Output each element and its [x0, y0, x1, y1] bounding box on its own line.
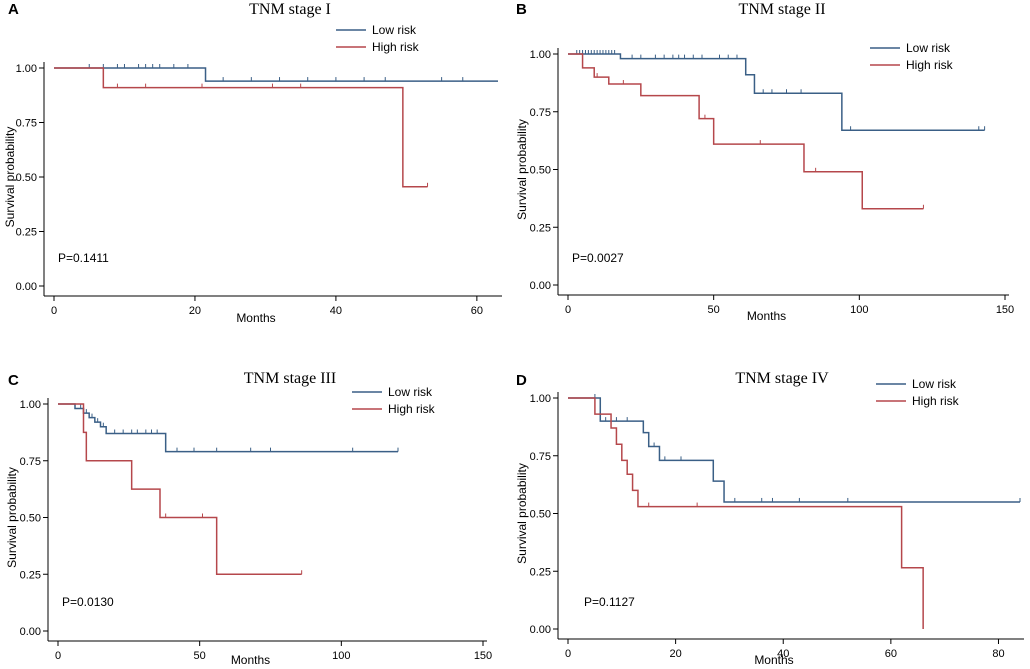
x-tick-label: 0 [565, 648, 571, 660]
x-tick-label: 0 [51, 305, 57, 317]
y-tick-label: 0.00 [530, 280, 551, 292]
legend-label: High risk [372, 40, 420, 54]
y-tick-label: 1.00 [530, 49, 551, 61]
x-tick-label: 100 [332, 650, 350, 662]
x-tick-label: 60 [885, 648, 897, 660]
x-tick-label: 20 [189, 305, 201, 317]
p-value: P=0.0027 [572, 251, 624, 265]
chart-title: TNM stage IV [735, 370, 829, 387]
panel-letter: D [516, 372, 527, 389]
km-curve-low-risk [54, 67, 498, 82]
y-axis-label: Survival probability [515, 119, 529, 220]
x-tick-label: 40 [330, 305, 342, 317]
y-tick-label: 0.25 [20, 569, 41, 581]
x-tick-label: 0 [565, 304, 571, 316]
chart-title: TNM stage I [249, 1, 331, 18]
y-tick-label: 0.50 [16, 172, 37, 184]
y-tick-label: 0.00 [20, 626, 41, 638]
x-tick-label: 20 [669, 648, 681, 660]
x-tick-label: 0 [55, 650, 61, 662]
x-tick-label: 150 [474, 650, 492, 662]
panel-letter: A [8, 1, 19, 18]
x-axis-label: Months [231, 653, 270, 667]
x-tick-label: 100 [850, 304, 868, 316]
y-tick-label: 0.25 [530, 222, 551, 234]
legend-label: High risk [388, 402, 436, 416]
y-axis-label: Survival probability [5, 467, 19, 568]
panel-b: B TNM stage II 0.00 0.25 0.50 0.75 1.00 0 50 100 1… [515, 1, 1014, 323]
p-value: P=0.1411 [58, 251, 109, 265]
y-tick-label: 0.75 [530, 107, 551, 119]
panel-c: C TNM stage III 0.00 0.25 0.50 0.75 1.00 0 50 100… [5, 370, 492, 667]
chart-title: TNM stage II [738, 1, 825, 18]
panel-letter: B [516, 1, 527, 18]
p-value: P=0.1127 [584, 595, 635, 609]
chart-title: TNM stage III [244, 370, 336, 387]
y-tick-label: 0.75 [16, 118, 37, 130]
legend-label: Low risk [912, 377, 957, 391]
y-tick-label: 0.00 [16, 281, 37, 293]
x-tick-label: 150 [996, 304, 1014, 316]
legend-label: High risk [906, 58, 954, 72]
legend-label: Low risk [906, 41, 951, 55]
y-tick-label: 0.50 [530, 509, 551, 521]
x-tick-label: 40 [777, 648, 789, 660]
y-tick-label: 0.25 [530, 566, 551, 578]
km-curve-high-risk [568, 53, 924, 210]
y-tick-label: 0.50 [20, 513, 41, 525]
km-curve-low-risk [568, 53, 985, 131]
km-curve-low-risk [58, 403, 398, 453]
y-axis-label: Survival probability [3, 127, 17, 228]
legend-label: Low risk [372, 23, 417, 37]
x-tick-label: 80 [992, 648, 1004, 660]
panel-a: A TNM stage I 0.00 0.25 0.50 0.75 1.00 0 20 40 60 M… [3, 1, 502, 325]
y-tick-label: 1.00 [20, 399, 41, 411]
x-tick-label: 50 [708, 304, 720, 316]
panel-d: D TNM stage IV 0.00 0.25 0.50 0.75 1.00 0 20 40 60… [515, 370, 1024, 667]
y-tick-label: 0.50 [530, 165, 551, 177]
y-tick-label: 1.00 [16, 63, 37, 75]
y-tick-label: 1.00 [530, 393, 551, 405]
x-tick-label: 60 [471, 305, 483, 317]
x-axis-label: Months [754, 653, 793, 667]
y-tick-label: 0.25 [16, 227, 37, 239]
y-tick-label: 0.75 [20, 456, 41, 468]
legend-label: High risk [912, 394, 960, 408]
y-tick-label: 0.75 [530, 451, 551, 463]
x-axis-label: Months [747, 309, 786, 323]
x-tick-label: 50 [194, 650, 206, 662]
y-tick-label: 0.00 [530, 624, 551, 636]
km-curve-high-risk [568, 397, 924, 629]
legend-label: Low risk [388, 385, 433, 399]
panel-letter: C [8, 372, 19, 389]
p-value: P=0.0130 [62, 595, 114, 609]
km-curve-high-risk [58, 403, 302, 575]
km-curve-high-risk [54, 67, 428, 188]
x-axis-label: Months [236, 311, 275, 325]
y-axis-label: Survival probability [515, 463, 529, 564]
km-curve-low-risk [568, 397, 1020, 503]
